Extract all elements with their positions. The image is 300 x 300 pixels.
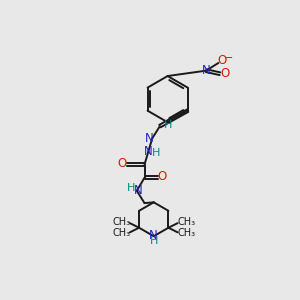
Text: O: O (158, 170, 167, 183)
Text: O: O (220, 67, 229, 80)
Text: N: N (145, 132, 154, 145)
Text: N: N (149, 229, 158, 242)
Text: N: N (202, 64, 211, 77)
Text: H: H (152, 148, 160, 158)
Text: H: H (127, 184, 135, 194)
Text: CH₃: CH₃ (112, 217, 130, 227)
Text: −: − (224, 52, 233, 63)
Text: CH₃: CH₃ (112, 228, 130, 238)
Text: N: N (134, 184, 143, 196)
Text: CH₃: CH₃ (177, 217, 195, 227)
Text: CH₃: CH₃ (177, 228, 195, 238)
Text: H: H (150, 236, 158, 246)
Text: H: H (164, 120, 172, 130)
Text: O: O (218, 54, 227, 67)
Text: N: N (144, 145, 153, 158)
Text: O: O (118, 157, 127, 170)
